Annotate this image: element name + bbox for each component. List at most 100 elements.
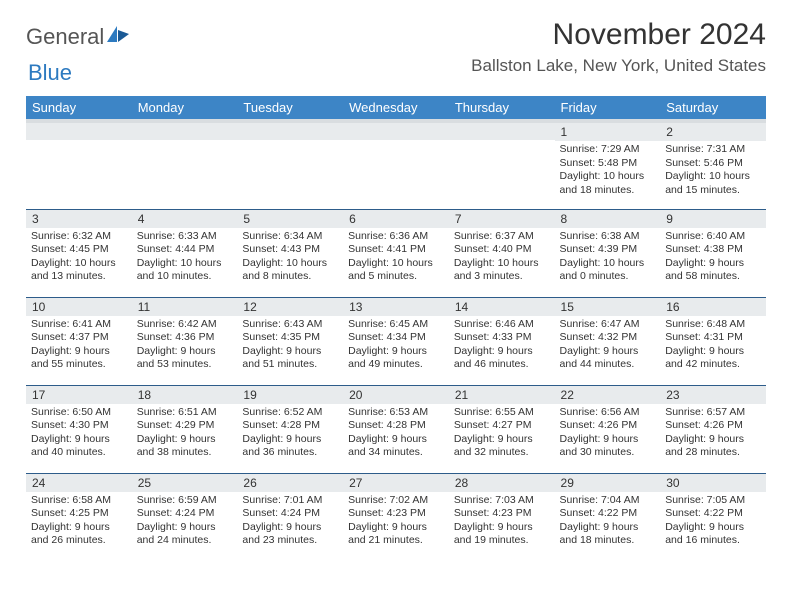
day-number: 12 xyxy=(237,298,343,316)
sunset-text: Sunset: 4:40 PM xyxy=(454,243,550,257)
daylight-text: Daylight: 9 hours xyxy=(137,521,233,535)
col-sunday: Sunday xyxy=(26,96,132,121)
daylight-text: Daylight: 9 hours xyxy=(31,433,127,447)
sunrise-text: Sunrise: 6:42 AM xyxy=(137,318,233,332)
daylight-text: and 34 minutes. xyxy=(348,446,444,460)
sunrise-text: Sunrise: 6:34 AM xyxy=(242,230,338,244)
daylight-text: and 42 minutes. xyxy=(665,358,761,372)
logo-text-sub: Blue xyxy=(28,60,72,85)
day-content xyxy=(449,140,555,146)
day-number: 4 xyxy=(132,210,238,228)
calendar-day-cell: 14Sunrise: 6:46 AMSunset: 4:33 PMDayligh… xyxy=(449,297,555,385)
col-friday: Friday xyxy=(555,96,661,121)
daylight-text: and 32 minutes. xyxy=(454,446,550,460)
sunset-text: Sunset: 4:30 PM xyxy=(31,419,127,433)
day-number: 15 xyxy=(555,298,661,316)
daylight-text: and 18 minutes. xyxy=(560,534,656,548)
calendar-day-cell xyxy=(237,121,343,209)
day-content: Sunrise: 7:04 AMSunset: 4:22 PMDaylight:… xyxy=(555,492,661,553)
sunset-text: Sunset: 4:24 PM xyxy=(242,507,338,521)
daylight-text: Daylight: 10 hours xyxy=(242,257,338,271)
sunrise-text: Sunrise: 6:55 AM xyxy=(454,406,550,420)
sunset-text: Sunset: 4:33 PM xyxy=(454,331,550,345)
daylight-text: and 10 minutes. xyxy=(137,270,233,284)
sunset-text: Sunset: 4:35 PM xyxy=(242,331,338,345)
calendar-day-cell: 15Sunrise: 6:47 AMSunset: 4:32 PMDayligh… xyxy=(555,297,661,385)
sunset-text: Sunset: 4:28 PM xyxy=(348,419,444,433)
sunset-text: Sunset: 4:22 PM xyxy=(665,507,761,521)
daylight-text: Daylight: 9 hours xyxy=(137,433,233,447)
daylight-text: Daylight: 9 hours xyxy=(665,257,761,271)
col-saturday: Saturday xyxy=(660,96,766,121)
calendar-week-row: 3Sunrise: 6:32 AMSunset: 4:45 PMDaylight… xyxy=(26,209,766,297)
daylight-text: and 19 minutes. xyxy=(454,534,550,548)
day-number xyxy=(343,123,449,140)
sunset-text: Sunset: 4:26 PM xyxy=(665,419,761,433)
sunset-text: Sunset: 4:26 PM xyxy=(560,419,656,433)
col-tuesday: Tuesday xyxy=(237,96,343,121)
daylight-text: Daylight: 10 hours xyxy=(454,257,550,271)
sunrise-text: Sunrise: 6:38 AM xyxy=(560,230,656,244)
day-number: 29 xyxy=(555,474,661,492)
daylight-text: and 15 minutes. xyxy=(665,184,761,198)
sunset-text: Sunset: 4:28 PM xyxy=(242,419,338,433)
daylight-text: and 0 minutes. xyxy=(560,270,656,284)
calendar-day-cell xyxy=(132,121,238,209)
day-number xyxy=(132,123,238,140)
day-number: 13 xyxy=(343,298,449,316)
sunset-text: Sunset: 4:43 PM xyxy=(242,243,338,257)
sunset-text: Sunset: 4:23 PM xyxy=(348,507,444,521)
day-number: 7 xyxy=(449,210,555,228)
calendar-day-cell: 2Sunrise: 7:31 AMSunset: 5:46 PMDaylight… xyxy=(660,121,766,209)
daylight-text: and 26 minutes. xyxy=(31,534,127,548)
col-monday: Monday xyxy=(132,96,238,121)
daylight-text: Daylight: 10 hours xyxy=(665,170,761,184)
daylight-text: Daylight: 9 hours xyxy=(665,433,761,447)
calendar-week-row: 24Sunrise: 6:58 AMSunset: 4:25 PMDayligh… xyxy=(26,473,766,561)
day-content: Sunrise: 7:05 AMSunset: 4:22 PMDaylight:… xyxy=(660,492,766,553)
calendar-day-cell: 22Sunrise: 6:56 AMSunset: 4:26 PMDayligh… xyxy=(555,385,661,473)
sunrise-text: Sunrise: 6:51 AM xyxy=(137,406,233,420)
sunrise-text: Sunrise: 6:47 AM xyxy=(560,318,656,332)
daylight-text: and 30 minutes. xyxy=(560,446,656,460)
calendar-day-cell: 26Sunrise: 7:01 AMSunset: 4:24 PMDayligh… xyxy=(237,473,343,561)
day-content xyxy=(26,140,132,146)
daylight-text: Daylight: 9 hours xyxy=(242,433,338,447)
daylight-text: and 58 minutes. xyxy=(665,270,761,284)
day-content: Sunrise: 6:46 AMSunset: 4:33 PMDaylight:… xyxy=(449,316,555,377)
daylight-text: Daylight: 9 hours xyxy=(348,433,444,447)
weekday-header-row: Sunday Monday Tuesday Wednesday Thursday… xyxy=(26,96,766,121)
day-content: Sunrise: 6:33 AMSunset: 4:44 PMDaylight:… xyxy=(132,228,238,289)
day-number: 10 xyxy=(26,298,132,316)
day-content: Sunrise: 6:57 AMSunset: 4:26 PMDaylight:… xyxy=(660,404,766,465)
day-content: Sunrise: 6:43 AMSunset: 4:35 PMDaylight:… xyxy=(237,316,343,377)
daylight-text: Daylight: 9 hours xyxy=(348,345,444,359)
sunset-text: Sunset: 4:38 PM xyxy=(665,243,761,257)
logo: General xyxy=(26,18,129,50)
day-number: 28 xyxy=(449,474,555,492)
sunrise-text: Sunrise: 7:04 AM xyxy=(560,494,656,508)
sunset-text: Sunset: 4:39 PM xyxy=(560,243,656,257)
day-number: 5 xyxy=(237,210,343,228)
sunset-text: Sunset: 4:29 PM xyxy=(137,419,233,433)
calendar-day-cell: 19Sunrise: 6:52 AMSunset: 4:28 PMDayligh… xyxy=(237,385,343,473)
day-content: Sunrise: 6:55 AMSunset: 4:27 PMDaylight:… xyxy=(449,404,555,465)
sunrise-text: Sunrise: 6:50 AM xyxy=(31,406,127,420)
daylight-text: Daylight: 9 hours xyxy=(560,345,656,359)
sunrise-text: Sunrise: 7:05 AM xyxy=(665,494,761,508)
day-number: 3 xyxy=(26,210,132,228)
daylight-text: and 3 minutes. xyxy=(454,270,550,284)
sunset-text: Sunset: 4:27 PM xyxy=(454,419,550,433)
daylight-text: and 23 minutes. xyxy=(242,534,338,548)
calendar-day-cell: 12Sunrise: 6:43 AMSunset: 4:35 PMDayligh… xyxy=(237,297,343,385)
sunset-text: Sunset: 4:36 PM xyxy=(137,331,233,345)
daylight-text: and 49 minutes. xyxy=(348,358,444,372)
day-number: 8 xyxy=(555,210,661,228)
day-number: 27 xyxy=(343,474,449,492)
day-number: 2 xyxy=(660,123,766,141)
day-content xyxy=(343,140,449,146)
day-content: Sunrise: 6:56 AMSunset: 4:26 PMDaylight:… xyxy=(555,404,661,465)
day-number: 6 xyxy=(343,210,449,228)
sunrise-text: Sunrise: 6:56 AM xyxy=(560,406,656,420)
sunrise-text: Sunrise: 7:31 AM xyxy=(665,143,761,157)
